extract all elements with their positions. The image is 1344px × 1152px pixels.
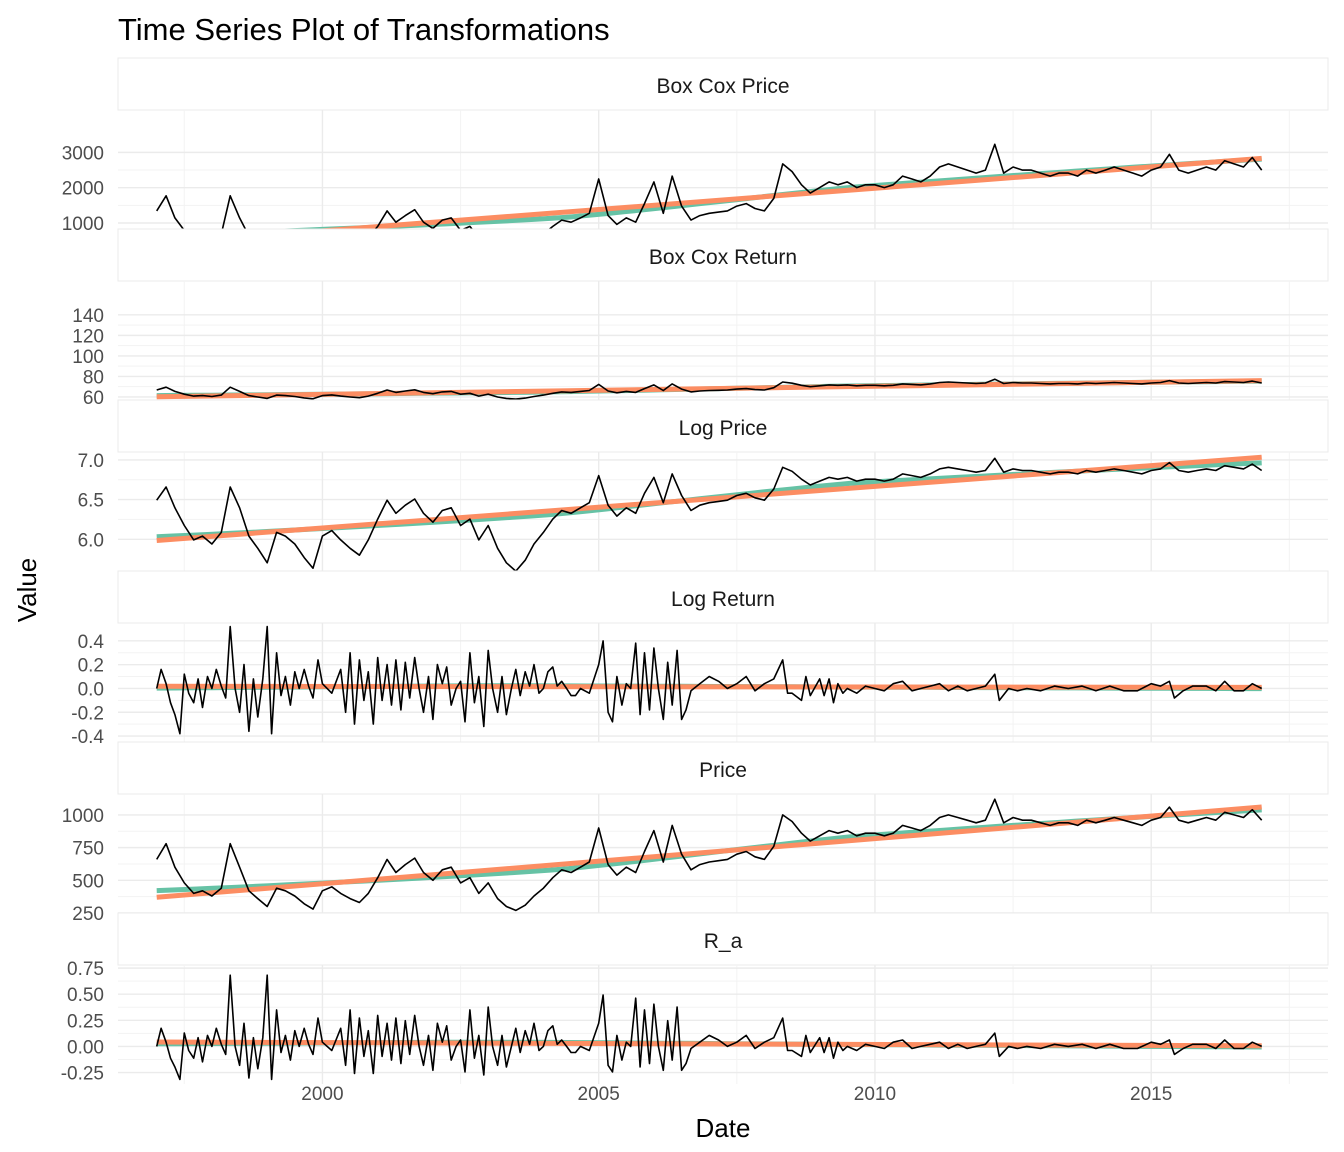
chart-title: Time Series Plot of Transformations	[118, 12, 610, 47]
x-axis: 2000 2005 2010 2015	[301, 1084, 1172, 1105]
y-tick-label: 80	[83, 367, 104, 388]
facet-strip-label: R_a	[704, 930, 743, 953]
facet-strip	[117, 399, 1329, 453]
y-tick-label: -0.25	[61, 1064, 104, 1085]
facet-panel: R_a -0.25 0.00 0.25 0.50 0.75	[61, 912, 1329, 1085]
y-tick-label: 2000	[62, 179, 104, 200]
x-tick-label: 2010	[854, 1084, 896, 1105]
facet-strip	[117, 570, 1329, 624]
x-tick-label: 2015	[1130, 1084, 1172, 1105]
facet-strip	[117, 228, 1329, 282]
series-line	[156, 457, 1263, 572]
y-tick-label: 1000	[62, 806, 104, 827]
facet-strip	[117, 741, 1329, 795]
linear-trend-line	[156, 804, 1262, 900]
y-axis-title: Value	[12, 558, 42, 623]
facet-panels: Box Cox Price 1000 2000 3000 Box Cox Return 6…	[61, 57, 1329, 1085]
y-tick-label: 120	[72, 326, 104, 347]
y-tick-label: 750	[72, 839, 104, 860]
linear-trend-line	[156, 683, 1262, 690]
y-tick-label: 0.4	[78, 632, 105, 653]
facet-strip-label: Box Cox Return	[649, 246, 797, 269]
y-tick-label: 0.75	[67, 959, 104, 980]
y-tick-label: 0.25	[67, 1011, 104, 1032]
y-tick-label: 140	[72, 306, 104, 327]
facet-strip-label: Price	[699, 759, 747, 782]
y-tick-label: 0.2	[78, 656, 104, 677]
facet-panel: Box Cox Price 1000 2000 3000	[62, 57, 1329, 249]
facet-strip-label: Log Price	[679, 417, 768, 440]
y-tick-label: 0.50	[67, 985, 104, 1006]
y-tick-label: 6.0	[78, 530, 104, 551]
x-tick-label: 2000	[301, 1084, 343, 1105]
y-tick-label: 500	[72, 871, 104, 892]
facet-panel: Log Return -0.4 -0.2 0.00.2 0.4	[71, 570, 1329, 748]
y-tick-label: -0.4	[71, 727, 104, 748]
y-tick-label: 60	[83, 388, 104, 409]
facet-strip	[117, 57, 1329, 111]
y-tick-label: 3000	[62, 143, 104, 164]
y-tick-label: 250	[72, 904, 104, 925]
series-line	[155, 625, 1263, 735]
y-tick-label: 0.00	[67, 1037, 104, 1058]
facet-panel: Price 250 500 750 1000	[62, 741, 1329, 925]
facet-panel: Log Price 6.0 6.5 7.0	[78, 399, 1329, 572]
facet-strip	[117, 912, 1329, 966]
x-tick-label: 2005	[578, 1084, 620, 1105]
y-tick-label: 0.0	[78, 679, 104, 700]
x-axis-title: Date	[696, 1113, 751, 1143]
series-line	[155, 974, 1263, 1081]
y-tick-label: 1000	[62, 214, 104, 235]
facet-strip-label: Log Return	[671, 588, 775, 611]
y-tick-label: 100	[72, 347, 104, 368]
linear-trend-line	[156, 454, 1262, 543]
y-tick-label: 7.0	[78, 451, 104, 472]
series-line	[156, 798, 1263, 912]
facet-strip-label: Box Cox Price	[656, 75, 789, 98]
series-line	[156, 378, 1262, 400]
y-tick-label: 6.5	[78, 491, 104, 512]
y-tick-label: -0.2	[71, 703, 104, 724]
